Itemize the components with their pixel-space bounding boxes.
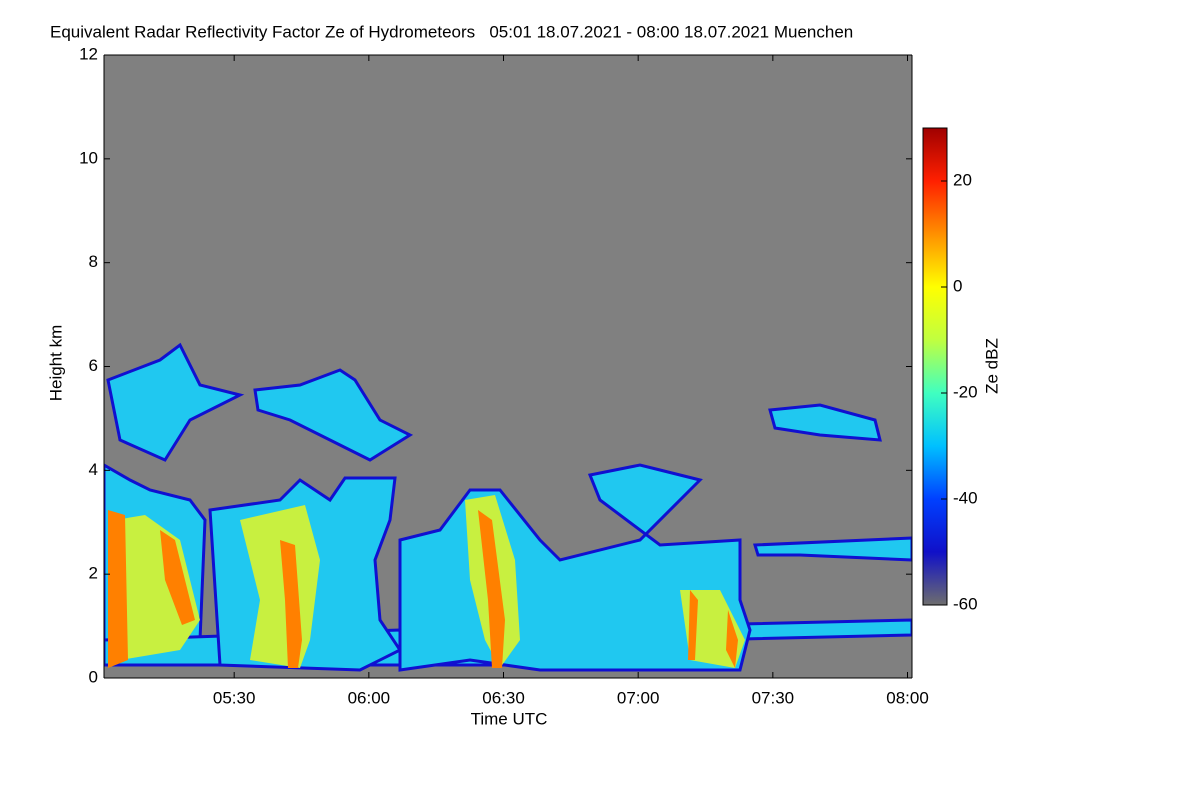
echo — [106, 342, 245, 462]
x-tick-label: 07:30 — [752, 688, 795, 707]
y-axis-label: Height km — [46, 325, 65, 402]
y-tick-label: 8 — [89, 252, 98, 271]
x-axis-label: Time UTC — [471, 709, 548, 728]
echoes — [104, 342, 912, 672]
x-tick-label: 06:00 — [348, 688, 391, 707]
y-tick-label: 0 — [89, 667, 98, 686]
chart-title: Equivalent Radar Reflectivity Factor Ze … — [50, 22, 853, 41]
colorbar-label: Ze dBZ — [982, 338, 1001, 394]
colorbar-tick-label: -20 — [953, 382, 978, 401]
x-tick-label: 08:00 — [886, 688, 929, 707]
y-tick-label: 6 — [89, 356, 98, 375]
y-tick-label: 2 — [89, 564, 98, 583]
y-tick-label: 10 — [79, 148, 98, 167]
colorbar-tick-label: 20 — [953, 170, 972, 189]
x-tick-label: 05:30 — [213, 688, 256, 707]
echo — [768, 403, 882, 442]
y-tick-label: 12 — [79, 44, 98, 63]
echo — [753, 536, 912, 562]
echo — [253, 368, 414, 462]
colorbar-tick-label: -60 — [953, 594, 978, 613]
echo — [115, 515, 200, 660]
colorbar-tick-label: -40 — [953, 488, 978, 507]
x-tick-label: 06:30 — [482, 688, 525, 707]
y-tick-label: 4 — [89, 460, 98, 479]
x-tick-label: 07:00 — [617, 688, 660, 707]
colorbar — [922, 127, 948, 606]
colorbar-tick-label: 0 — [953, 276, 962, 295]
